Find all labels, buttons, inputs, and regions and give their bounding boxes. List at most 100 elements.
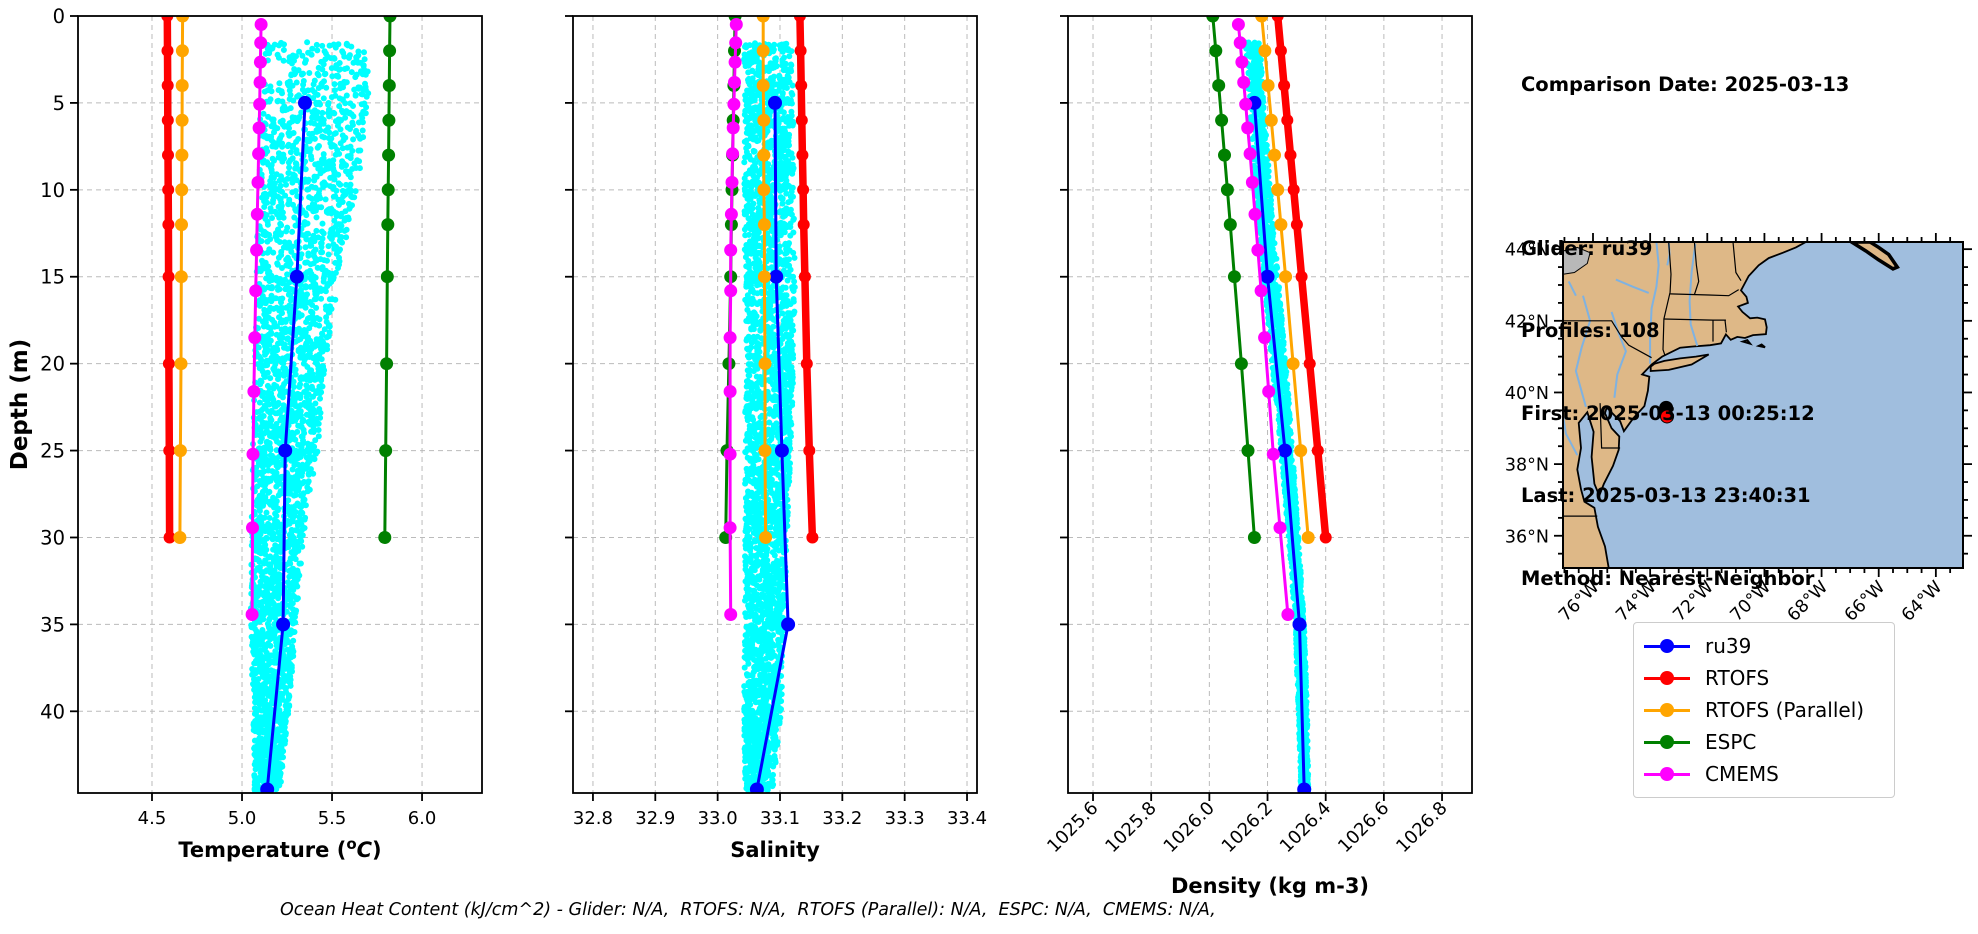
depth-tick-label: 25 xyxy=(40,440,65,463)
axes-frame xyxy=(572,15,978,794)
y-axis xyxy=(1060,15,1068,713)
x-tick-label: 33.4 xyxy=(947,808,987,829)
legend-line-marker-rtofs-parallel xyxy=(1644,703,1690,717)
legend-label-rtofs: RTOFS xyxy=(1705,666,1770,690)
x-axis-label: Temperature (oC) xyxy=(178,835,381,862)
profiles-count-text: Profiles: 108 xyxy=(1521,319,1660,342)
state-border xyxy=(1563,320,1652,359)
y-axis xyxy=(565,15,573,713)
x-tick-label: 6.0 xyxy=(408,808,437,829)
depth-tick-label: 35 xyxy=(40,613,65,636)
x-tick-label: 33.1 xyxy=(760,808,800,829)
plot-area xyxy=(1068,16,1472,793)
depth-tick-label: 15 xyxy=(40,266,65,289)
glider-name-text: Glider: ru39 xyxy=(1521,236,1653,260)
x-axis-label: Salinity xyxy=(730,838,820,862)
legend-item-espc: ESPC xyxy=(1644,729,1880,755)
map-lat-tick-label: 36°N xyxy=(1505,527,1549,547)
plot-area xyxy=(78,16,482,793)
series-rtofs-parallel- xyxy=(756,16,773,544)
state-border xyxy=(1724,320,1727,333)
map-lat-tick-label: 40°N xyxy=(1505,384,1549,404)
river xyxy=(1615,278,1650,294)
map-frame xyxy=(1562,241,1964,569)
map-ticks xyxy=(1554,233,1972,577)
state-border xyxy=(1693,242,1700,295)
legend-item-ru39: ru39 xyxy=(1644,633,1880,659)
x-axis: 4.5 5.0 5.5 6.0 xyxy=(138,793,437,829)
depth-tick-label: 40 xyxy=(40,700,65,723)
last-profile-time-text: Last: 2025-03-13 23:40:31 xyxy=(1521,484,1811,507)
series-ru39 xyxy=(260,95,312,793)
series-espc xyxy=(378,16,397,544)
x-tick-label: 1026.6 xyxy=(1334,798,1393,857)
legend-item-rtofs: RTOFS xyxy=(1644,665,1880,691)
river xyxy=(1567,280,1577,297)
legend: ru39 RTOFS RTOFS (Parallel) ESPC CMEMS xyxy=(1633,622,1895,798)
legend-item-rtofs-parallel: RTOFS (Parallel) xyxy=(1644,697,1880,723)
series-cmems xyxy=(723,18,743,621)
series-cmems xyxy=(245,18,268,621)
first-profile-time-text: First: 2025-03-13 00:25:12 xyxy=(1521,401,1815,425)
x-axis-label: Density (kg m-3) xyxy=(1171,874,1369,898)
map-lat-tick-label: 42°N xyxy=(1505,312,1549,332)
state-border xyxy=(1732,242,1742,282)
temperature-profile-panel: 4.5 5.0 5.5 6.0 Temperature (oC) 0 5 10 15 20 25 30… xyxy=(7,5,483,862)
axes-frame xyxy=(1067,15,1473,794)
legend-label-ru39: ru39 xyxy=(1705,634,1752,658)
x-axis: 1025.61025.81026.01026.21026.41026.61026… xyxy=(1043,793,1452,857)
info-panel: Comparison Date: 2025-03-13 Glider: ru39… xyxy=(1521,16,1849,647)
x-tick-label: 33.0 xyxy=(698,808,738,829)
series-ru39 xyxy=(749,95,796,793)
series-rtofs xyxy=(793,16,819,544)
legend-line-marker-cmems xyxy=(1644,767,1690,781)
series-espc xyxy=(1206,16,1261,544)
series-cmems xyxy=(1231,18,1295,621)
depth-tick-label: 20 xyxy=(40,353,65,376)
series-rtofs-parallel- xyxy=(173,16,190,544)
x-tick-label: 1026.2 xyxy=(1218,798,1277,857)
glider-location-map: 76°W 74°W 72°W 70°W 68°W 66°W 64°W44°N42°N40°N… xyxy=(1505,233,1972,626)
mainland-landmass xyxy=(1563,242,1807,568)
nova-scotia xyxy=(1848,242,1900,271)
legend-line-marker-espc xyxy=(1644,735,1690,749)
salinity-profile-panel: 32.8 32.9 33.0 33.1 33.2 33.3 33.4 Salinity xyxy=(565,15,987,862)
legend-item-cmems: CMEMS xyxy=(1644,761,1880,787)
ocean-heat-content-note: Ocean Heat Content (kJ/cm^2) - Glider: N… xyxy=(280,900,1216,920)
y-axis: 0 5 10 15 20 25 30 35 40 xyxy=(40,5,78,723)
legend-label-rtofs-parallel: RTOFS (Parallel) xyxy=(1705,698,1865,722)
x-tick-label: 32.8 xyxy=(573,808,613,829)
state-border xyxy=(1662,242,1672,356)
x-tick-label: 5.0 xyxy=(228,808,257,829)
lake-ontario xyxy=(1563,246,1591,275)
x-tick-label: 1025.8 xyxy=(1101,798,1160,857)
map-lon-tick-label: 64°W xyxy=(1898,577,1946,625)
series-rtofs xyxy=(1271,16,1332,544)
x-tick-label: 33.2 xyxy=(822,808,862,829)
x-tick-label: 4.5 xyxy=(138,808,167,829)
x-tick-label: 1026.0 xyxy=(1160,798,1219,857)
map-lat-tick-label: 38°N xyxy=(1505,456,1549,476)
x-tick-label: 5.5 xyxy=(318,808,347,829)
legend-label-cmems: CMEMS xyxy=(1705,762,1779,786)
x-tick-label: 33.3 xyxy=(885,808,925,829)
method-text: Method: Nearest-Neighbor xyxy=(1521,566,1815,590)
x-tick-label: 1026.4 xyxy=(1276,798,1335,857)
depth-tick-label: 30 xyxy=(40,526,65,549)
depth-tick-label: 5 xyxy=(53,92,65,115)
x-tick-label: 1025.6 xyxy=(1043,798,1102,857)
series-rtofs xyxy=(161,16,176,544)
comparison-date-text: Comparison Date: 2025-03-13 xyxy=(1521,73,1850,96)
series-rtofs-parallel- xyxy=(1255,16,1315,544)
glider-raw-scatter-cloud xyxy=(741,40,798,793)
x-tick-label: 1026.8 xyxy=(1392,798,1451,857)
river xyxy=(1688,243,1699,347)
map-area xyxy=(1563,242,1963,568)
legend-label-espc: ESPC xyxy=(1705,730,1757,754)
y-axis-label: Depth (m) xyxy=(7,339,33,471)
depth-tick-label: 0 xyxy=(53,5,65,28)
state-border xyxy=(1670,289,1740,297)
state-border xyxy=(1599,403,1621,449)
